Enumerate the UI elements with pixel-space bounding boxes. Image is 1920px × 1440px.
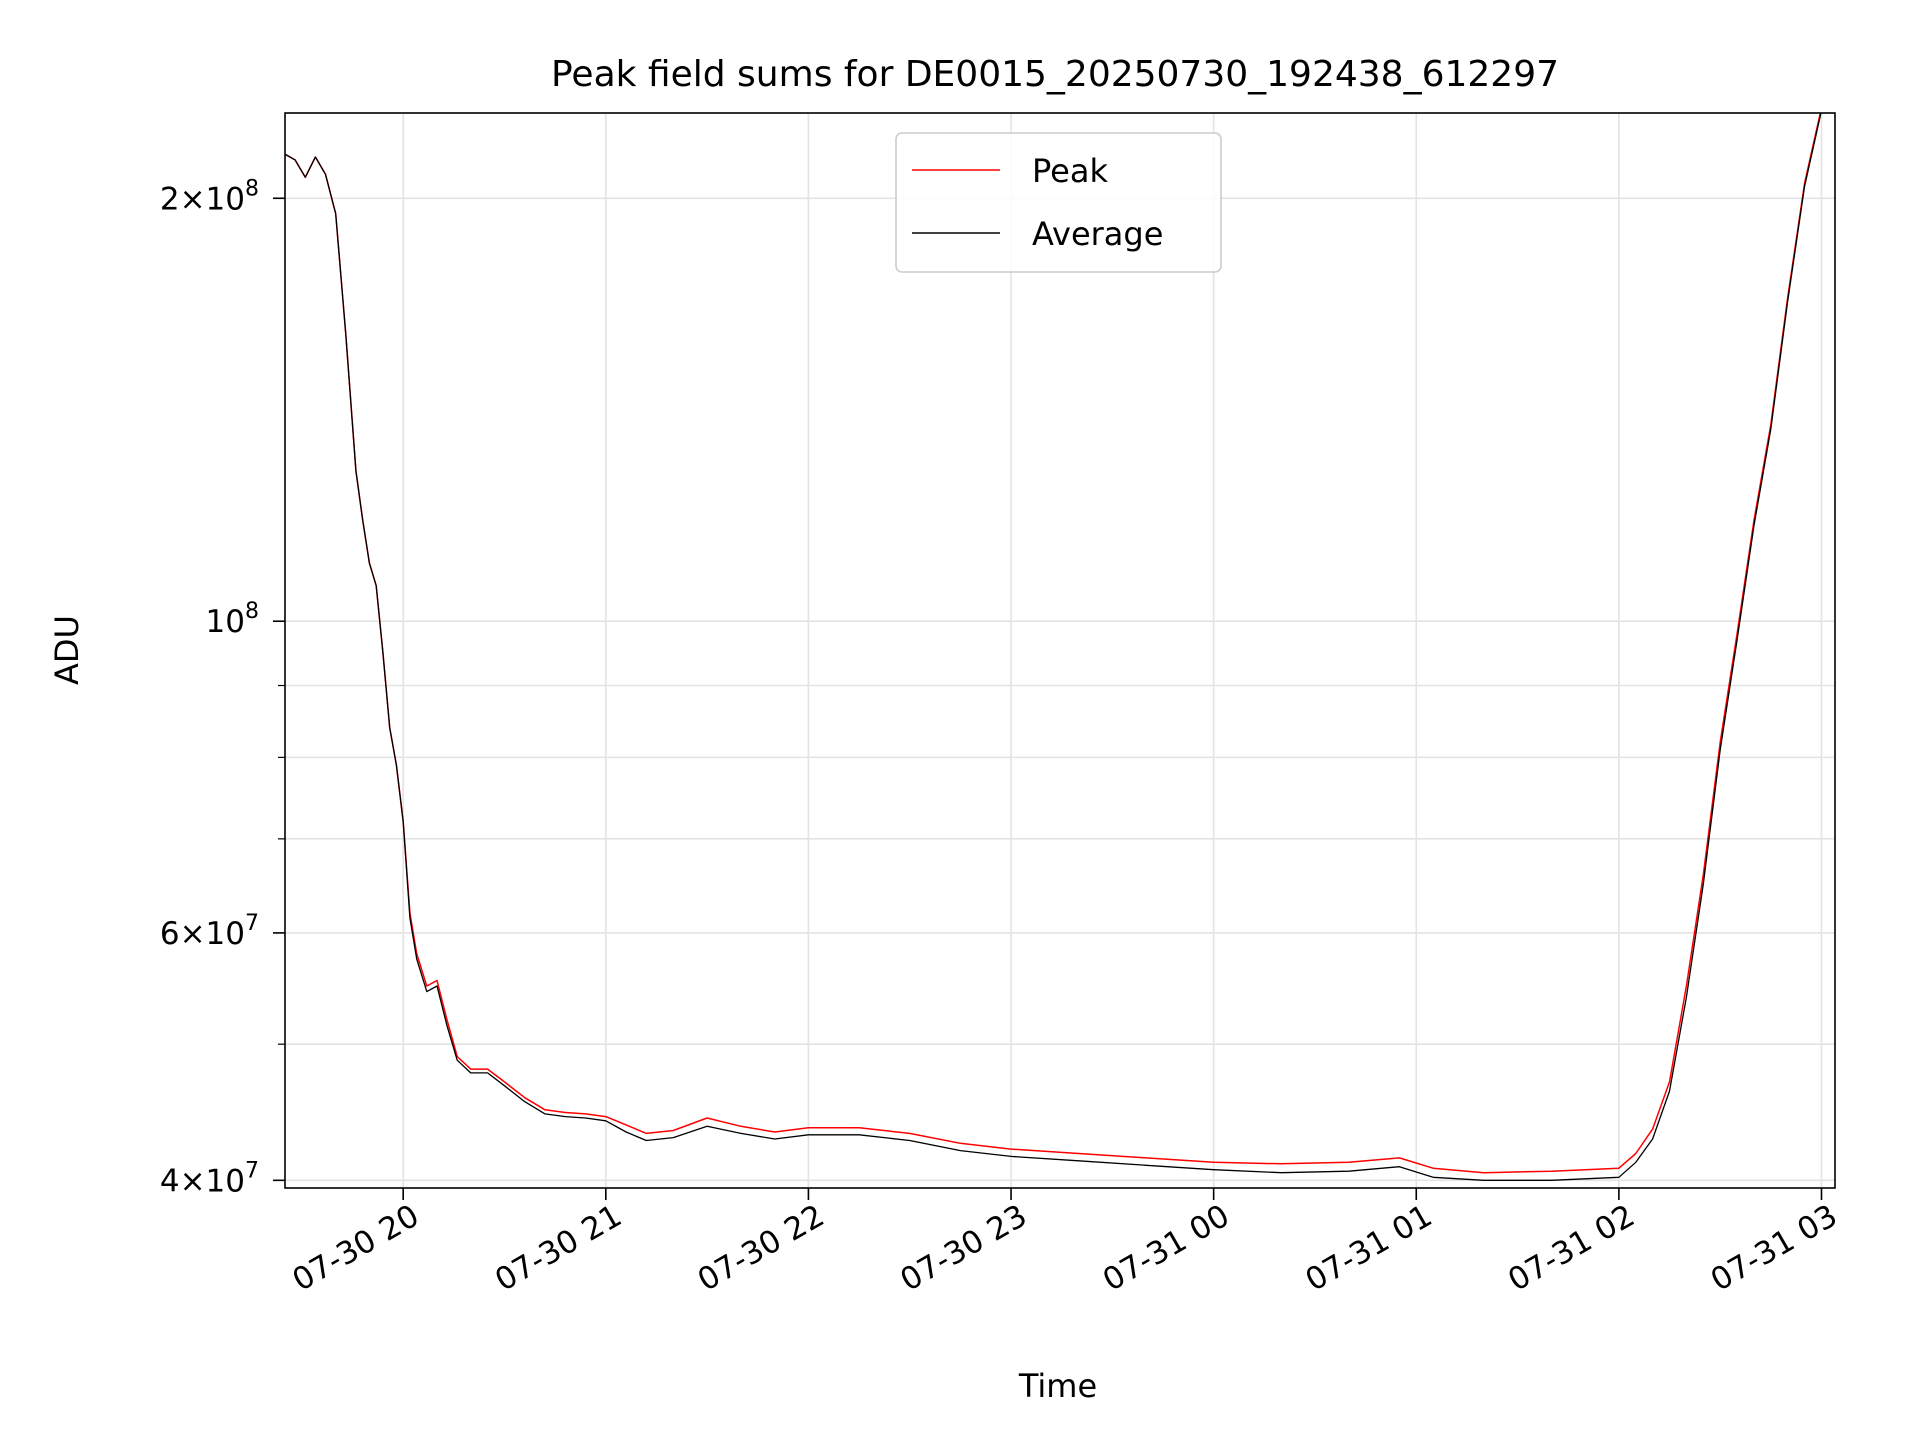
legend: Peak Average	[895, 132, 1222, 273]
plot-frame	[284, 112, 1836, 1189]
chart-title: Peak field sums for DE0015_20250730_1924…	[551, 54, 1559, 95]
grid	[285, 113, 1835, 1188]
series-line-average	[285, 113, 1822, 1181]
legend-box	[895, 132, 1222, 273]
y-tick-label: 4×107	[160, 1158, 259, 1199]
legend-label-peak: Peak	[1032, 152, 1108, 190]
y-axis: 4×107 6×107 108 2×108	[160, 176, 285, 1199]
y-tick-label: 6×107	[160, 911, 259, 952]
y-axis-label: ADU	[48, 615, 86, 685]
y-tick-label: 2×108	[160, 176, 259, 217]
plot-lines	[285, 113, 1822, 1181]
legend-label-average: Average	[1032, 215, 1163, 253]
x-axis-label: Time	[1018, 1367, 1097, 1405]
y-tick-label: 108	[206, 599, 259, 640]
